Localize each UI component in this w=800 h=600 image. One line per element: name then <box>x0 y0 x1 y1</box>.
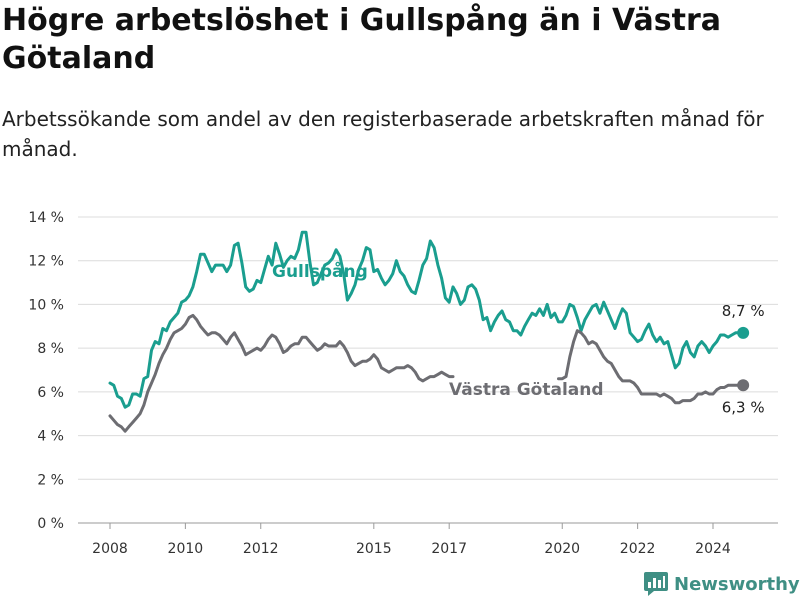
bar-chart-logo-icon <box>644 572 668 596</box>
y-tick-label-8: 8 % <box>37 341 64 357</box>
y-tick-label-0: 0 % <box>37 516 64 532</box>
x-tick-label-2017: 2017 <box>431 541 467 557</box>
x-tick-label-2012: 2012 <box>243 541 279 557</box>
x-tick-label-2020: 2020 <box>544 541 580 557</box>
y-tick-label-2: 2 % <box>37 472 64 488</box>
series-end-dot-vastra-gotaland <box>737 379 750 392</box>
x-tick-label-2008: 2008 <box>92 541 128 557</box>
newsworthy-logo[interactable]: Newsworthy <box>644 570 800 598</box>
chart-subtitle: Arbetssökande som andel av den registerb… <box>2 107 764 161</box>
brand-name: Newsworthy <box>674 573 800 595</box>
y-tick-label-4: 4 % <box>37 429 64 445</box>
series-end-dot-gullspang <box>737 326 750 339</box>
y-tick-label-12: 12 % <box>28 254 64 270</box>
series-line-vastra-gotaland <box>108 313 745 433</box>
gridlines <box>78 216 778 524</box>
end-value-label-vastra-gotaland: 6,3 % <box>722 398 765 416</box>
axis-ticks: 0 % 2 % 4 % 6 % 8 % 10 % 12 % 14 % 2008 2010 2012 2… <box>28 210 730 557</box>
y-tick-label-6: 6 % <box>37 385 64 401</box>
series-labels: Gullspång 8,7 % Västra Götaland 6,3 % <box>272 260 765 416</box>
y-tick-label-10: 10 % <box>28 297 64 313</box>
x-tick-label-2015: 2015 <box>356 541 392 557</box>
chart-title: Högre arbetslöshet i Gullspång än i Väst… <box>2 3 722 76</box>
series-line-gullspang <box>108 230 745 409</box>
series-label-vastra-gotaland: Västra Götaland <box>449 380 604 400</box>
series-lines <box>108 230 750 433</box>
end-value-label-gullspang: 8,7 % <box>722 302 765 320</box>
x-tick-label-2022: 2022 <box>620 541 656 557</box>
x-tick-label-2024: 2024 <box>695 541 731 557</box>
x-tick-label-2010: 2010 <box>168 541 204 557</box>
y-tick-label-14: 14 % <box>28 210 64 226</box>
series-label-gullspang: Gullspång <box>272 260 368 282</box>
